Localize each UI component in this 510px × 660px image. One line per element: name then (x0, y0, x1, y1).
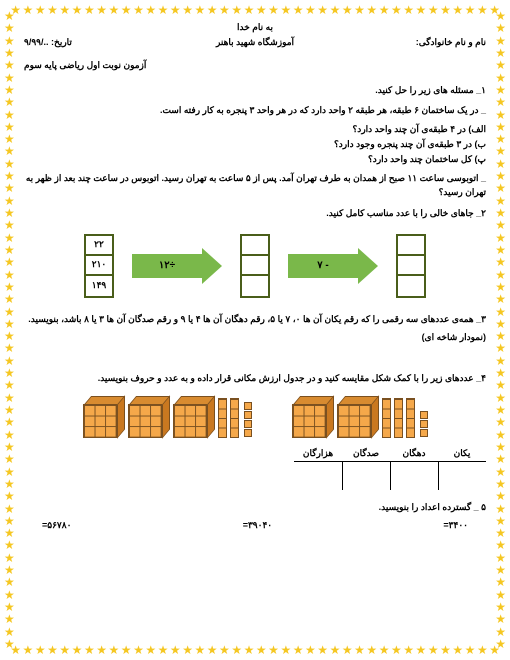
hundred-block-icon (337, 396, 379, 438)
q5-numbers: =۵۶۷۸۰ =۳۹۰۴۰ =۳۴۰۰ (24, 520, 486, 531)
name-label: نام و نام خانوادگی: (332, 37, 486, 48)
q5-n1: =۵۶۷۸۰ (42, 520, 71, 531)
q1-c: پ) کل ساختمان چند واحد دارد؟ (24, 154, 486, 165)
hundred-block-icon (292, 396, 334, 438)
pv-col: صدگان (342, 448, 390, 490)
q3-title: ۳_ همه‌ی عددهای سه رقمی را که رقم یکان آ… (24, 312, 486, 326)
pv-head-tens: دهگان (390, 448, 438, 462)
q2-cell: ۲۲ (86, 236, 112, 256)
q1-a: الف) در ۴ طبقه‌ی آن چند واحد دارد؟ (24, 124, 486, 135)
ten-bar-icon (382, 398, 391, 438)
pv-col: یکان (438, 448, 486, 490)
pv-head-thousands: هزارگان (294, 448, 342, 462)
date-label: تاریخ: ../۹/۹۹ (24, 37, 178, 48)
q2-cell-empty (398, 236, 424, 256)
q3-hint: (نمودار شاخه ای) (24, 332, 486, 343)
q1-b: ب) در ۳ طبقه‌ی آن چند پنجره وجود دارد؟ (24, 139, 486, 150)
header-row-1: به نام خدا (24, 22, 486, 33)
q4-title: ۴_ عددهای زیر را با کمک شکل مقایسه کنید … (24, 371, 486, 385)
bismillah: به نام خدا (24, 22, 486, 33)
school-name: آموزشگاه شهید باهنر (178, 37, 332, 48)
q1-p2: _ اتوبوسی ساعت ۱۱ صبح از همدان به طرف ته… (24, 171, 486, 200)
hundred-block-icon (128, 396, 170, 438)
header-row-3: آزمون نوبت اول ریاضی پایه سوم (24, 60, 486, 71)
q1-title: ۱_ مسئله های زیر را حل کنید. (24, 83, 486, 97)
unit-blocks (244, 402, 252, 438)
q2-cell-empty (398, 276, 424, 296)
arrow-label-1: ÷۱۲ (132, 254, 202, 278)
arrow-label-2: - ۷ (288, 254, 358, 278)
hundred-block-icon (83, 396, 125, 438)
worksheet-content: به نام خدا نام و نام خانوادگی: آموزشگاه … (0, 0, 510, 553)
place-value-table: یکان دهگان صدگان هزارگان (64, 448, 486, 490)
ten-bar-icon (394, 398, 403, 438)
pv-head-ones: یکان (438, 448, 486, 462)
q2-cell-empty (398, 256, 424, 276)
hundred-block-icon (173, 396, 215, 438)
arrow-icon: - ۷ (288, 248, 378, 284)
q2-title: ۲_ جاهای خالی را با عدد مناسب کامل کنید. (24, 206, 486, 220)
q5-n3: =۳۴۰۰ (443, 520, 468, 531)
q2-box-left: ۲۲ ۲۱۰ ۱۴۹ (84, 234, 114, 298)
q2-box-mid (240, 234, 270, 298)
block-group-2 (292, 396, 428, 438)
q2-cell-empty (242, 236, 268, 256)
block-group-1 (83, 396, 252, 438)
test-title: آزمون نوبت اول ریاضی پایه سوم (24, 60, 486, 71)
unit-blocks (420, 411, 428, 438)
pv-head-hundreds: صدگان (342, 448, 390, 462)
header-row-2: نام و نام خانوادگی: آموزشگاه شهید باهنر … (24, 37, 486, 48)
q2-cell-empty (242, 276, 268, 296)
q1-p1: _ در یک ساختمان ۶ طبقه، هر طبقه ۲ واحد د… (24, 103, 486, 117)
pv-col: دهگان (390, 448, 438, 490)
ten-bar-icon (218, 398, 227, 438)
ten-bar-icon (230, 398, 239, 438)
q2-cell: ۲۱۰ (86, 256, 112, 276)
q5-title: ۵ _ گسترده اعداد را بنویسید. (24, 500, 486, 514)
ten-bar-icon (406, 398, 415, 438)
q2-cell-empty (242, 256, 268, 276)
q5-n2: =۳۹۰۴۰ (243, 520, 272, 531)
q2-box-right (396, 234, 426, 298)
pv-col: هزارگان (294, 448, 342, 490)
q2-diagram: ۲۲ ۲۱۰ ۱۴۹ ÷۱۲ - ۷ (24, 234, 486, 298)
q4-blocks (24, 396, 486, 438)
arrow-icon: ÷۱۲ (132, 248, 222, 284)
q2-cell: ۱۴۹ (86, 276, 112, 296)
